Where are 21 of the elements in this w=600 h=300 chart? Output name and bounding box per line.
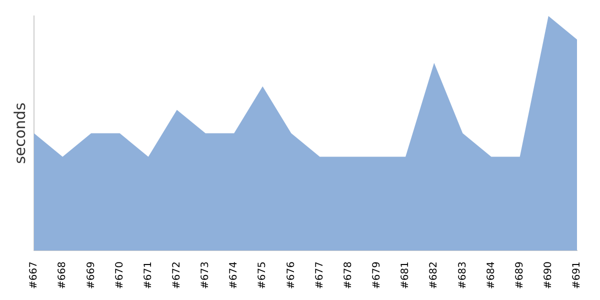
- x-tick-label: #667: [28, 262, 40, 290]
- x-tick-label: #691: [572, 262, 583, 290]
- x-tick-label: #672: [171, 262, 182, 290]
- x-tick-label: #676: [286, 262, 297, 290]
- x-tick-label: #683: [457, 262, 468, 290]
- x-tick-label: #671: [142, 262, 154, 290]
- x-tick-label: #669: [86, 262, 97, 290]
- x-tick-label: #668: [57, 262, 68, 290]
- x-tick-label: #675: [257, 262, 268, 290]
- x-tick-label: #689: [514, 262, 526, 290]
- x-tick-label: #673: [200, 262, 212, 290]
- y-axis-title: seconds: [10, 102, 29, 164]
- x-tick-label: #682: [428, 262, 440, 290]
- x-tick-label: #677: [314, 262, 326, 290]
- x-tick-label: #679: [372, 262, 383, 290]
- x-tick-label: #681: [400, 262, 412, 290]
- x-tick-label: #674: [228, 262, 240, 290]
- x-tick-label: #670: [114, 262, 126, 290]
- x-tick-label: #690: [543, 262, 554, 290]
- x-tick-label: #684: [486, 262, 497, 290]
- x-tick-label: #678: [342, 262, 354, 290]
